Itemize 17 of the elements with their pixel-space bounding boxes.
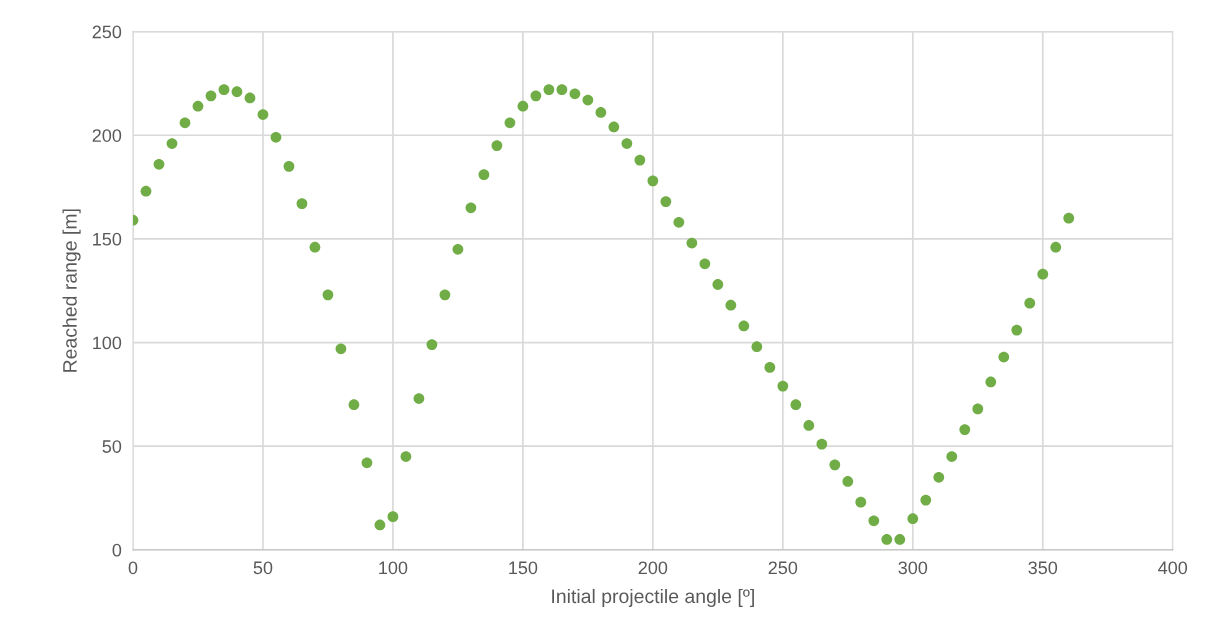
y-tick-label: 100 [93,336,122,350]
y-tick-label: 150 [93,232,122,246]
x-tick-label: 100 [379,561,408,575]
x-tick-label: 150 [509,561,538,575]
y-tick-label: 250 [92,25,122,39]
y-axis-title: Reached range [m] [62,209,81,372]
x-axis-title: Initial projectile angle [º] [552,588,754,608]
x-tick-label: 300 [898,561,928,575]
x-tick-label: 0 [128,561,138,575]
y-tick-label: 0 [112,543,122,557]
x-tick-label: 400 [1158,561,1188,575]
y-tick-label: 50 [102,440,122,453]
y-tick-label: 200 [92,129,122,142]
x-tick-label: 200 [638,561,668,575]
x-tick-label: 350 [1028,561,1058,575]
x-tick-label: 250 [768,561,798,575]
x-tick-label: 50 [253,561,273,575]
